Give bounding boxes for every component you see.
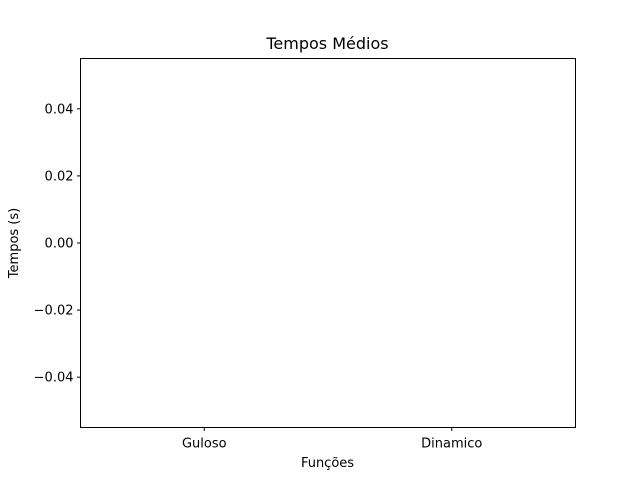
chart-title: Tempos Médios — [265, 34, 388, 53]
x-tick-label: Guloso — [182, 437, 227, 452]
y-axis-label: Tempos (s) — [7, 208, 22, 279]
x-axis-ticks: Guloso Dinamico — [182, 427, 482, 452]
y-tick-label: 0.02 — [45, 169, 74, 184]
x-tick-label: Dinamico — [421, 437, 482, 452]
y-tick-label: 0.00 — [45, 237, 74, 252]
y-axis-ticks: 0.04 0.02 0.00 −0.02 −0.04 — [34, 102, 81, 386]
x-axis-label: Funções — [301, 456, 354, 471]
y-tick-label: 0.04 — [45, 102, 74, 117]
plot-frame — [80, 58, 576, 428]
y-tick-label: −0.02 — [34, 304, 74, 319]
y-tick-label: −0.04 — [34, 371, 74, 386]
